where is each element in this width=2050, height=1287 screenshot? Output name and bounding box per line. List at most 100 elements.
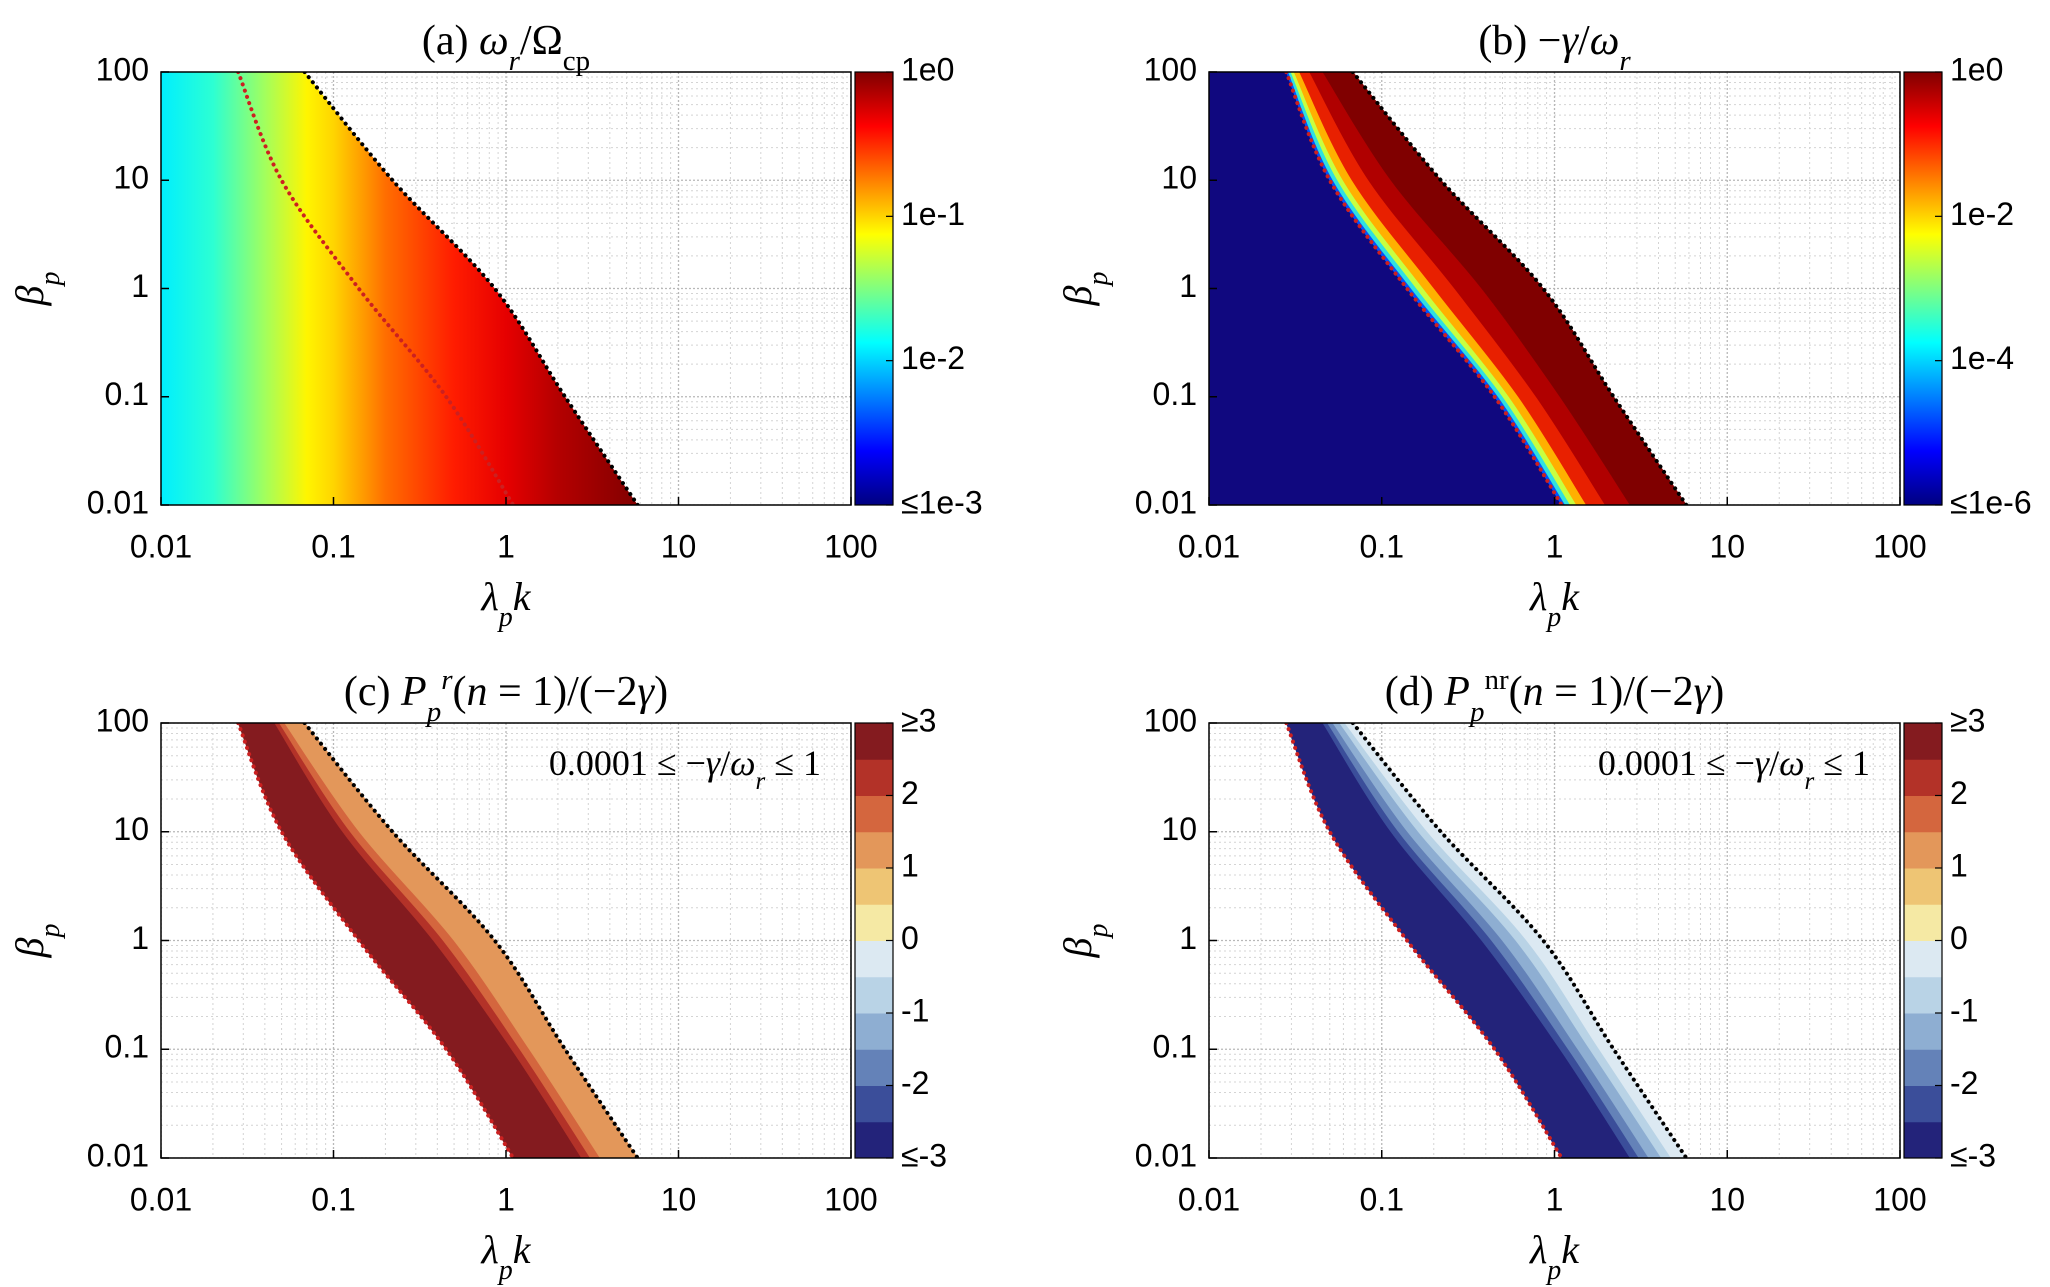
annotation: 0.0001 ≤ −γ/ωr ≤ 1: [549, 743, 821, 795]
x-tick-label: 0.1: [1360, 528, 1404, 564]
text-segment: = 1)/(−2: [1544, 669, 1694, 715]
text-segment: ≤ 1: [1814, 743, 1870, 783]
x-tick-label: 1: [497, 528, 515, 564]
boundary-line: [1350, 72, 1689, 505]
boundary-line: [302, 723, 640, 1158]
text-segment: p: [1468, 696, 1485, 728]
x-tick-label: 0.1: [311, 528, 355, 564]
y-tick-label: 1: [1179, 268, 1197, 304]
y-axis-label: βp: [7, 272, 66, 307]
x-tick-label: 0.1: [1360, 1181, 1404, 1217]
x-tick-label: 10: [1709, 528, 1745, 564]
text-segment: p: [497, 1255, 513, 1286]
colorbar-tick-label: -2: [901, 1065, 929, 1101]
y-tick-label: 10: [1161, 160, 1197, 196]
text-segment: p: [1083, 924, 1114, 940]
colorbar-segment: [1904, 904, 1942, 941]
colorbar-segment: [855, 1013, 893, 1050]
panel-title: (b) −γ/ωr: [1478, 18, 1631, 77]
colorbar-tick-label: -1: [1950, 992, 1978, 1028]
x-tick-label: 1: [497, 1181, 515, 1217]
text-segment: /Ω: [520, 18, 563, 64]
panel-title: (a) ωr/Ωcp: [422, 18, 590, 77]
panel-title: (c) Ppr(n = 1)/(−2γ): [344, 664, 668, 728]
x-tick-label: 0.1: [311, 1181, 355, 1217]
colorbar-segment: [855, 759, 893, 796]
colorbar-tick-label: ≥3: [1950, 702, 1985, 738]
colorbar-segment: [855, 940, 893, 978]
text-segment: p: [35, 924, 66, 940]
y-tick-label: 0.1: [1153, 1029, 1197, 1065]
boundary-line: [1284, 72, 1564, 505]
y-tick-label: 0.01: [87, 1137, 149, 1173]
colorbar-segment: [855, 723, 893, 760]
colorbar-segment: [855, 795, 893, 833]
colorbar-tick-label: ≤1e-3: [901, 484, 983, 520]
boundary-line: [302, 72, 640, 505]
x-tick-label: 10: [661, 528, 697, 564]
text-segment: γ: [1755, 743, 1770, 783]
x-tick-label: 10: [1709, 1181, 1745, 1217]
text-segment: r: [441, 664, 453, 696]
text-segment: (: [453, 669, 467, 715]
text-segment: p: [1545, 602, 1561, 633]
text-segment: γ: [706, 743, 721, 783]
colorbar-segment: [1904, 723, 1942, 760]
x-tick-label: 0.01: [1178, 528, 1240, 564]
y-tick-label: 1: [1179, 920, 1197, 956]
field-region: [161, 72, 638, 505]
x-tick-label: 100: [824, 1181, 877, 1217]
y-tick-label: 0.1: [105, 376, 149, 412]
text-segment: /: [1578, 18, 1590, 64]
colorbar-tick-label: ≤-3: [901, 1137, 947, 1173]
colorbar-frame: [854, 71, 894, 506]
text-segment: (a): [422, 18, 479, 64]
text-segment: r: [756, 768, 766, 795]
colorbar-tick-label: 1e-4: [1950, 340, 2014, 376]
axes-frame: [1208, 722, 1901, 1159]
colorbar-tick-label: 1e-1: [901, 196, 965, 232]
colorbar-segment: [1904, 1085, 1942, 1123]
text-segment: P: [1443, 669, 1470, 715]
text-segment: γ: [1561, 18, 1579, 64]
x-tick-label: 100: [824, 528, 877, 564]
text-segment: n: [1523, 669, 1544, 715]
text-segment: p: [1545, 1255, 1561, 1286]
y-tick-label: 100: [1144, 702, 1197, 738]
colorbar-segment: [855, 976, 893, 1014]
text-segment: k: [513, 574, 532, 619]
text-segment: 0.0001 ≤ −: [1598, 743, 1755, 783]
y-tick-label: 10: [113, 811, 149, 847]
y-tick-label: 100: [96, 51, 149, 87]
text-segment: /: [720, 743, 730, 783]
colorbar-segment: [1904, 759, 1942, 796]
text-segment: r: [1805, 768, 1815, 795]
colorbar-tick-label: -2: [1950, 1065, 1978, 1101]
colorbar-segment: [855, 831, 893, 869]
text-segment: β: [1055, 285, 1100, 306]
text-segment: cp: [563, 45, 590, 77]
text-segment: β: [7, 285, 52, 306]
colorbar-tick-label: 2: [901, 775, 919, 811]
colorbar-segment: [1904, 868, 1942, 905]
y-axis-label: βp: [1055, 924, 1114, 959]
colorbar-frame: [1903, 71, 1943, 506]
colorbar-segment: [855, 1085, 893, 1123]
colorbar-segment: [1904, 940, 1942, 978]
text-segment: (c): [344, 669, 401, 715]
x-axis-label: λpk: [480, 574, 531, 633]
colorbar-segment: [1904, 976, 1942, 1014]
text-segment: β: [7, 937, 52, 958]
panel-title: (d) Ppnr(n = 1)/(−2γ): [1385, 664, 1724, 728]
y-tick-label: 100: [96, 702, 149, 738]
x-tick-label: 100: [1873, 1181, 1926, 1217]
colorbar-tick-label: 1e0: [901, 51, 954, 87]
y-tick-label: 100: [1144, 51, 1197, 87]
colorbar-tick-label: 1: [1950, 847, 1968, 883]
text-segment: γ: [1694, 669, 1712, 715]
text-segment: k: [1561, 574, 1580, 619]
colorbar-tick-label: 0: [901, 920, 919, 956]
colorbar-tick-label: ≤1e-6: [1950, 484, 2032, 520]
colorbar-tick-label: -1: [901, 992, 929, 1028]
